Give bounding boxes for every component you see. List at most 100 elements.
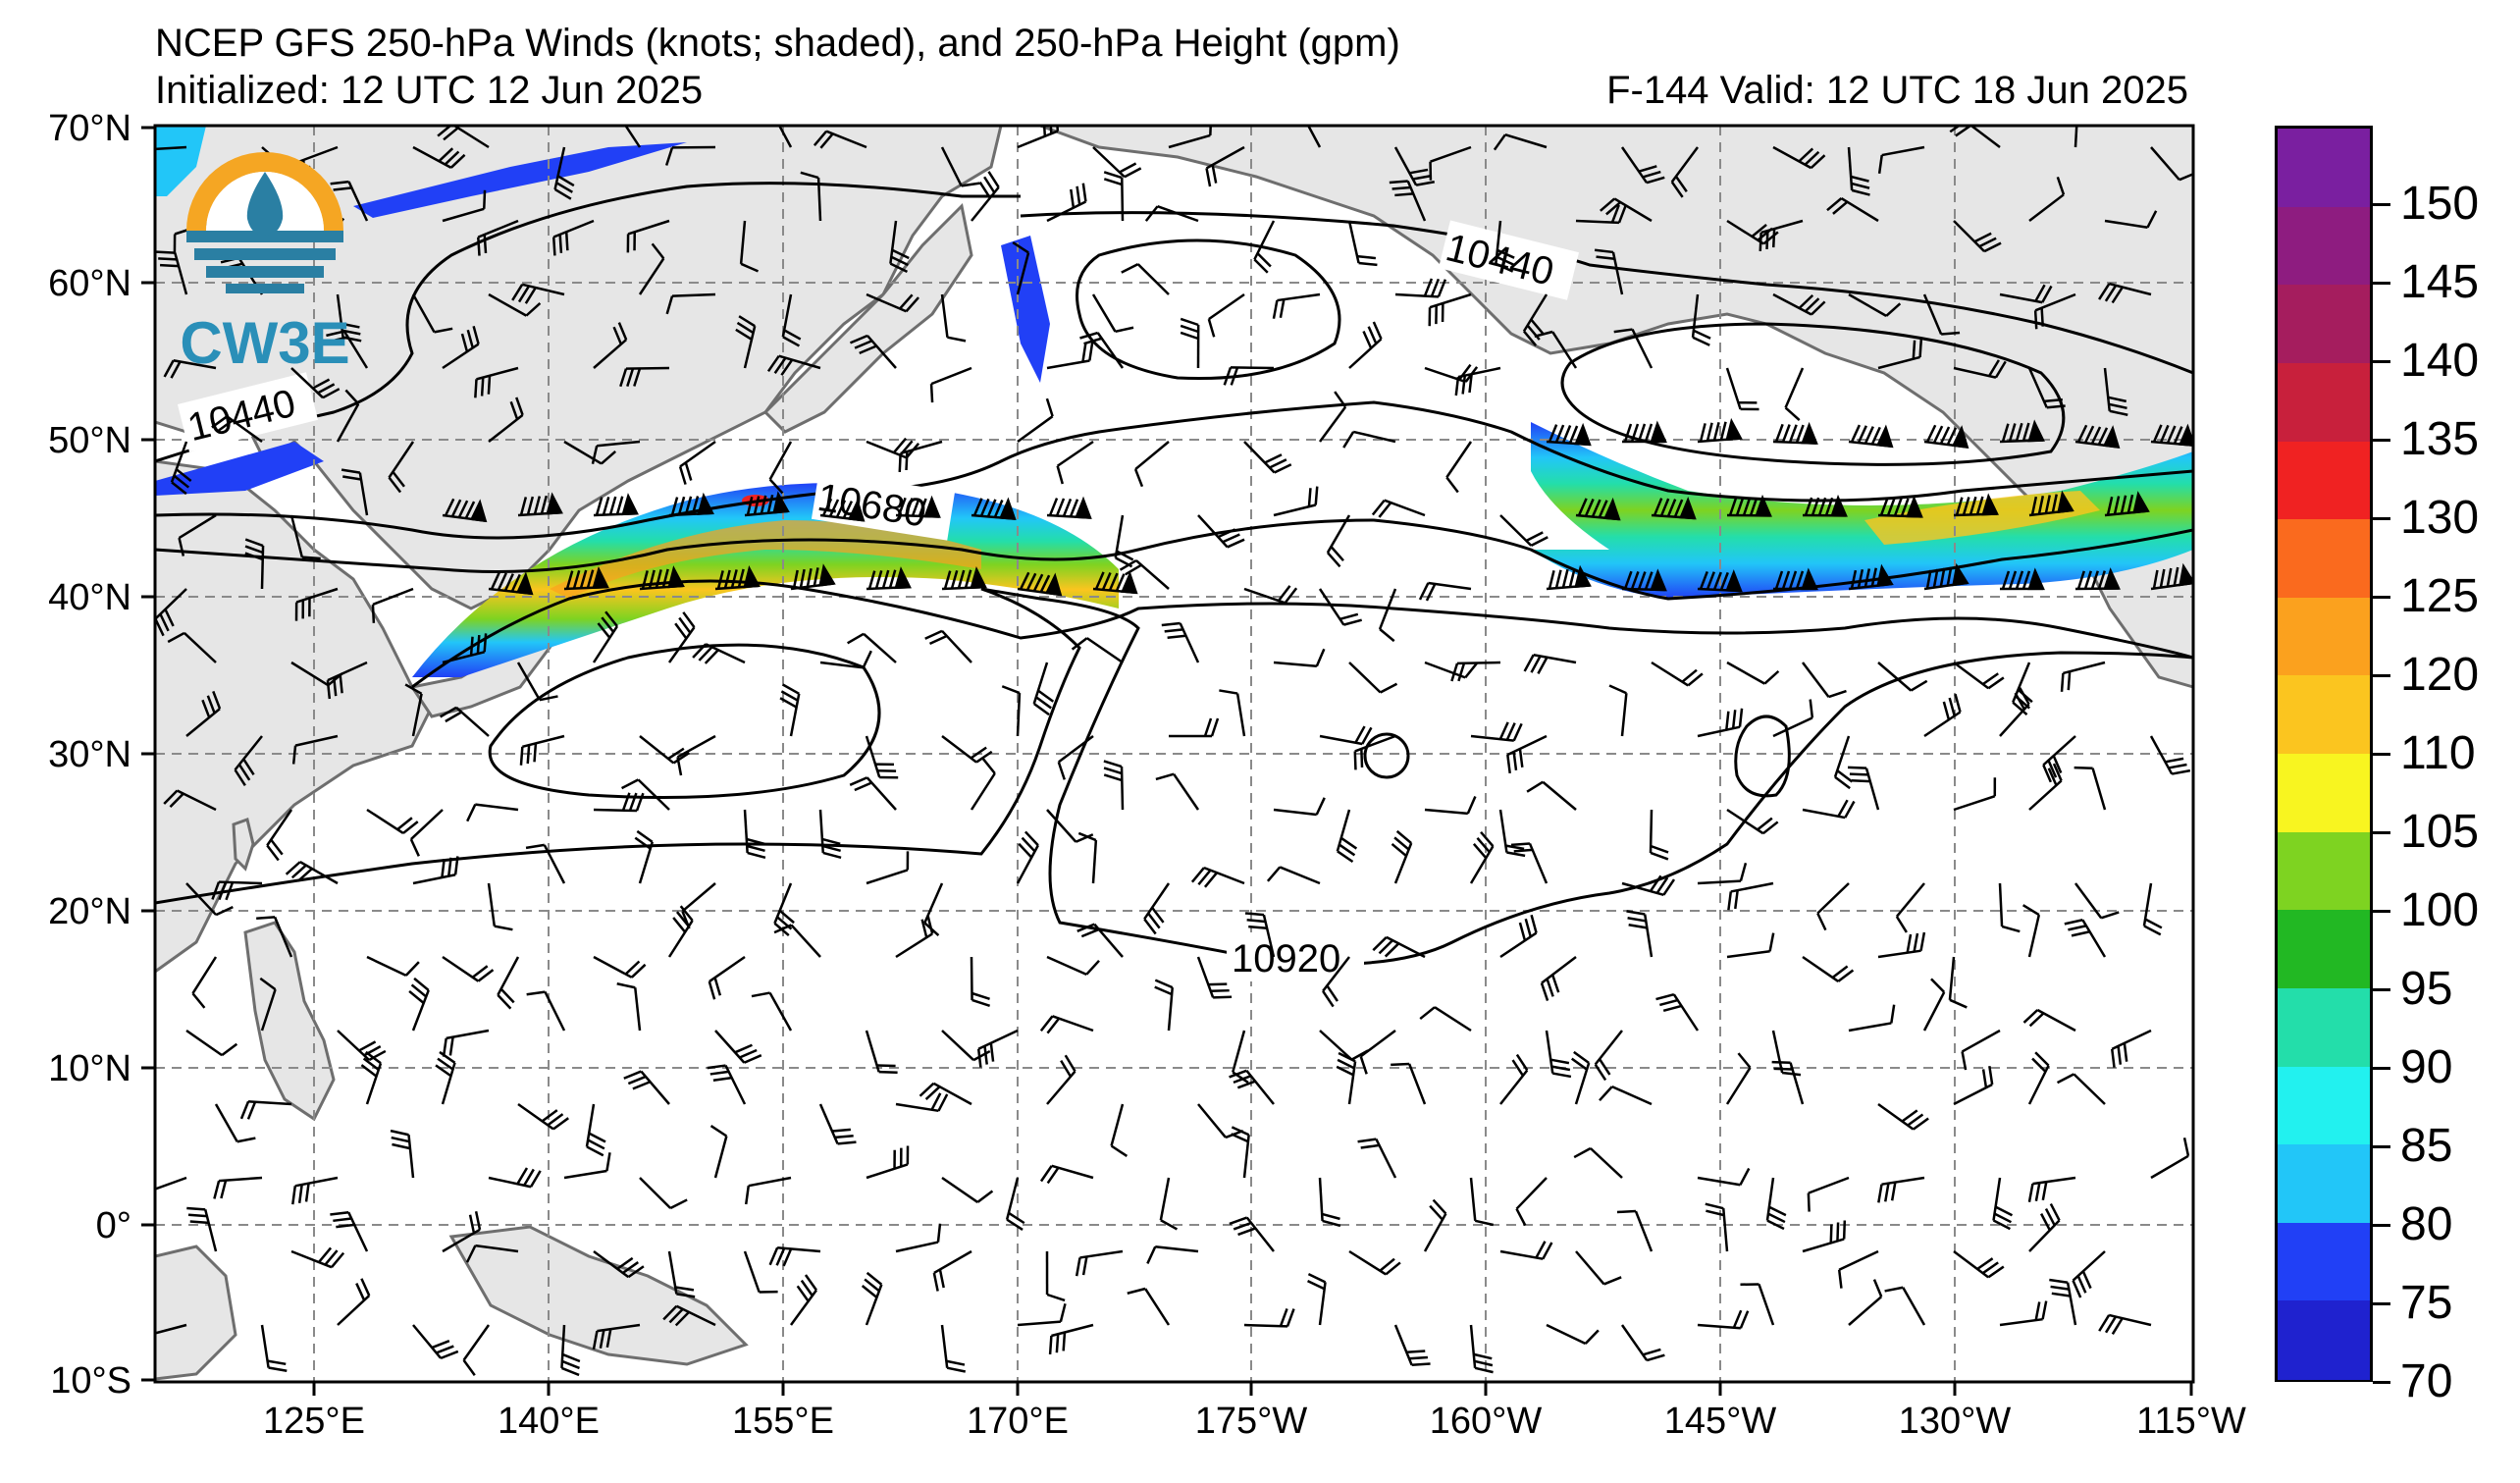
wind-barb: [525, 843, 566, 884]
wind-barb: [1649, 809, 1669, 861]
wind-barb: [290, 1246, 345, 1269]
wind-barb: [2104, 210, 2158, 229]
colorbar-segment: [2278, 1066, 2370, 1146]
wind-barb: [156, 250, 188, 295]
colorbar-label: 120: [2400, 649, 2480, 701]
wind-barb: [1848, 424, 1894, 449]
wind-barb: [1998, 882, 2021, 933]
wind-barb: [1495, 220, 1515, 273]
wind-barb: [849, 776, 897, 811]
colorbar-label: 75: [2400, 1277, 2453, 1329]
wind-barb: [941, 735, 993, 764]
wind-barb: [1424, 661, 1479, 679]
wind-barb: [593, 955, 647, 979]
lat-label: 10°N: [48, 1048, 131, 1089]
wind-barb: [1359, 1029, 1396, 1075]
wind-barb: [1450, 661, 1501, 682]
wind-barb: [1923, 562, 1969, 591]
wind-barb: [1353, 734, 1396, 770]
wind-barb: [155, 1323, 187, 1338]
wind-barb: [1848, 1279, 1883, 1326]
wind-barb: [526, 990, 566, 1032]
wind-barb: [1272, 292, 1321, 319]
latitude-labels: 70°N 60°N 50°N 40°N 30°N 20°N 10°N 0° 10…: [48, 108, 131, 1402]
land-borneo: [155, 1245, 237, 1381]
wind-barb: [1071, 637, 1124, 664]
wind-barb: [2098, 282, 2152, 304]
wind-barb: [818, 809, 842, 859]
contour-small-low: [1734, 715, 1791, 798]
wind-barb: [1621, 568, 1667, 592]
land-new-guinea: [448, 1225, 749, 1366]
wind-barb: [290, 367, 341, 399]
wind-barb: [442, 325, 480, 370]
wind-barb: [1336, 1051, 1357, 1105]
wind-barb: [2060, 661, 2106, 692]
colorbar-segment: [2278, 831, 2370, 912]
wind-barb: [155, 145, 187, 151]
wind-barb: [497, 956, 520, 1010]
contour-10440-east: [1020, 211, 2193, 375]
colorbar-segment: [2278, 1222, 2370, 1302]
wind-barb: [1498, 809, 1526, 858]
wind-barb: [1469, 830, 1495, 884]
wind-barb: [1922, 978, 1946, 1032]
wind-barb: [1103, 171, 1125, 222]
wind-barb: [790, 563, 836, 591]
colorbar-tick: [2373, 1302, 2390, 1305]
wind-barb: [1697, 569, 1743, 593]
wind-barb: [1207, 292, 1245, 338]
wind-barb: [813, 130, 867, 149]
lon-label: 175°W: [1195, 1401, 1308, 1442]
wind-barb: [1771, 1060, 1805, 1105]
wind-barb: [639, 1177, 688, 1210]
wind-barb: [1626, 910, 1654, 958]
colorbar-tick: [2373, 831, 2390, 834]
wind-barb: [768, 441, 793, 495]
wind-barb: [1848, 563, 1894, 591]
wind-barb: [1091, 293, 1134, 334]
wind-barb: [155, 1176, 187, 1194]
wind-barb: [1575, 1250, 1622, 1286]
wind-barb: [388, 441, 415, 494]
wind-barb: [616, 982, 642, 1032]
colorbar-segment: [2278, 1144, 2370, 1224]
wind-barb: [2027, 1051, 2050, 1105]
wind-barb: [1046, 496, 1092, 519]
land-kamchatka: [762, 202, 973, 434]
wind-barb: [1039, 1015, 1094, 1034]
wind-barb: [866, 851, 910, 885]
valid-time: F-144 Valid: 12 UTC 18 Jun 2025: [1606, 69, 2188, 112]
wind-barb: [1394, 278, 1447, 298]
lat-label: 0°: [96, 1205, 131, 1246]
wind-barb: [1005, 1177, 1025, 1231]
wind-barb: [614, 126, 642, 148]
lon-label: 160°W: [1430, 1401, 1543, 1442]
wind-barb: [1613, 328, 1654, 369]
wind-barb: [2150, 423, 2193, 448]
wind-barb: [2028, 1202, 2061, 1252]
lat-label: 30°N: [48, 734, 131, 775]
wind-barb: [1922, 293, 1961, 336]
wind-barb: [178, 513, 217, 556]
wind-barb: [1848, 1004, 1896, 1033]
wind-barb: [751, 991, 793, 1032]
wind-barb: [1999, 687, 2030, 737]
wind-barb: [1740, 1283, 1775, 1326]
wind-barb: [517, 492, 563, 517]
wind-barb: [1180, 317, 1200, 369]
wind-barb: [1017, 1302, 1067, 1327]
wind-barb: [294, 587, 339, 621]
wind-barb: [409, 809, 444, 857]
wind-barb: [330, 1210, 369, 1252]
wind-barb: [2074, 882, 2120, 920]
wind-barb: [1056, 440, 1094, 485]
wind-barb: [744, 1176, 792, 1205]
colorbar-label: 135: [2400, 413, 2480, 465]
wind-barb: [1534, 330, 1578, 369]
colorbar-tick: [2373, 1067, 2390, 1070]
wind-barb: [185, 1029, 238, 1057]
wind-barb: [1847, 766, 1880, 811]
wind-barb: [1697, 417, 1743, 444]
wind-barb: [709, 1125, 728, 1179]
